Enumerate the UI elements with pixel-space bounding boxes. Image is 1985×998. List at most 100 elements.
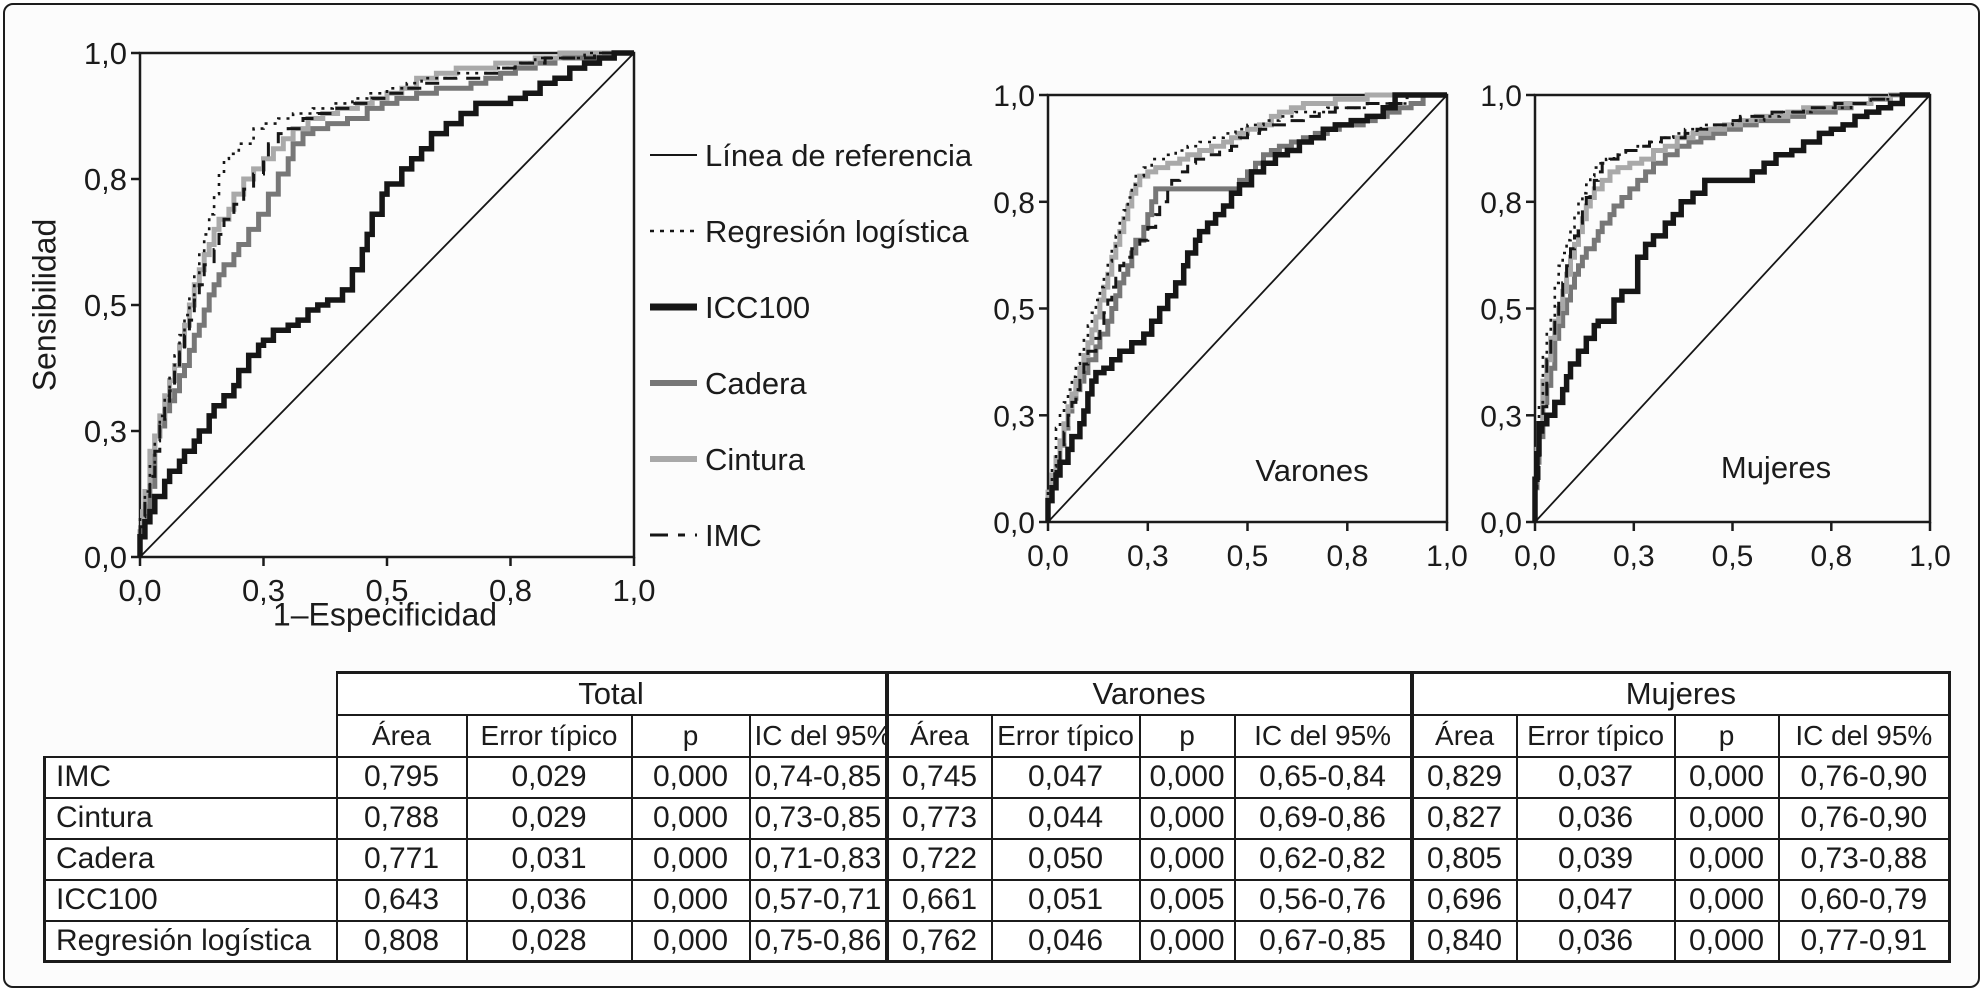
roc-curve-icc100-varones (1045, 92, 1447, 522)
y-axis-label: Sensibilidad (26, 218, 63, 392)
column-header: p (1138, 713, 1236, 758)
table-cell: 0,722 (884, 837, 993, 881)
column-header: IC del 95% (1233, 713, 1413, 758)
table-cell: 0,762 (884, 919, 993, 963)
roc-curve-cadera-total (137, 50, 634, 557)
table-column-header-row: Área Error típico p IC del 95% Área Error típ… (45, 713, 1952, 758)
table-cell: 0,000 (630, 878, 751, 922)
x-tick-label: 0,5 (365, 573, 408, 608)
panel-label-mujeres: Mujeres (1720, 450, 1832, 485)
table-cell: 0,805 (1409, 837, 1518, 881)
column-header: Error típico (465, 713, 633, 758)
roc-curve-cadera-mujeres (1532, 92, 1930, 522)
group-header-total: Total (335, 671, 888, 716)
table-cell: 0,795 (335, 755, 468, 799)
table-cell: 0,76-0,90 (1777, 796, 1952, 840)
table-cell: 0,000 (630, 796, 751, 840)
x-tick-label: 1,0 (1426, 540, 1468, 573)
panel-label-varones: Varones (1255, 453, 1369, 488)
table-cell: 0,028 (465, 919, 633, 963)
table-cell: 0,029 (465, 755, 633, 799)
row-label: IMC (43, 755, 338, 799)
y-tick-label: 0,3 (993, 400, 1035, 433)
table-row: Cintura 0,788 0,029 0,000 0,73-0,85 0,773 0,04… (43, 796, 1952, 840)
table-corner-spacer (45, 715, 337, 757)
x-tick-label: 0,8 (1326, 540, 1368, 573)
x-tick-label: 0,5 (1227, 540, 1269, 573)
column-header: Error típico (990, 713, 1141, 758)
table-cell: 0,036 (1515, 919, 1676, 963)
roc-curve-cintura-mujeres (1532, 92, 1930, 522)
table-cell: 0,031 (465, 837, 633, 881)
table-cell: 0,69-0,86 (1233, 796, 1413, 840)
table-cell: 0,788 (335, 796, 468, 840)
table-cell: 0,000 (1138, 755, 1236, 799)
table-group-header-row: Total Varones Mujeres (45, 671, 1952, 716)
table-cell: 0,000 (1138, 837, 1236, 881)
table-cell: 0,745 (884, 755, 993, 799)
table-cell: 0,000 (630, 837, 751, 881)
x-tick-label: 1,0 (612, 573, 655, 608)
table-cell: 0,840 (1409, 919, 1518, 963)
table-cell: 0,000 (1673, 796, 1780, 840)
table-row: Cadera 0,771 0,031 0,000 0,71-0,83 0,722 0,050… (43, 837, 1952, 881)
y-tick-label: 0,5 (993, 294, 1035, 327)
results-table: Total Varones Mujeres Área Error típico p IC d… (43, 671, 1952, 963)
column-header: p (1673, 713, 1780, 758)
table-cell: 0,036 (1515, 796, 1676, 840)
table-cell: 0,037 (1515, 755, 1676, 799)
figure-frame: 0,0 0,0 0,3 0,3 0,5 0,5 0,8 0,8 1,0 1,0 0,0 0,0 0,3 0… (3, 3, 1980, 988)
table-row: ICC100 0,643 0,036 0,000 0,57-0,71 0,661 0,051… (43, 878, 1952, 922)
column-header: IC del 95% (748, 713, 888, 758)
table-cell: 0,047 (990, 755, 1141, 799)
table-cell: 0,643 (335, 878, 468, 922)
y-tick-label: 0,5 (1480, 294, 1522, 327)
x-tick-label: 0,3 (1127, 540, 1169, 573)
table-cell: 0,57-0,71 (748, 878, 888, 922)
table-cell: 0,73-0,88 (1777, 837, 1952, 881)
column-header: Error típico (1515, 713, 1676, 758)
y-tick-label: 1,0 (1480, 80, 1522, 113)
table-cell: 0,000 (1138, 796, 1236, 840)
legend-label-imc: IMC (705, 518, 762, 553)
table-cell: 0,771 (335, 837, 468, 881)
roc-curve-icc100-mujeres (1532, 92, 1930, 522)
y-tick-label: 1,0 (993, 80, 1035, 113)
table-cell: 0,044 (990, 796, 1141, 840)
roc-curve-imc-varones (1046, 93, 1447, 522)
table-row: IMC 0,795 0,029 0,000 0,74-0,85 0,745 0,047 0,0… (43, 755, 1952, 799)
table-cell: 0,000 (1673, 837, 1780, 881)
table-cell: 0,050 (990, 837, 1141, 881)
table-cell: 0,65-0,84 (1233, 755, 1413, 799)
roc-curve-icc100-total (137, 50, 634, 557)
x-tick-label: 0,3 (242, 573, 285, 608)
x-tick-label: 0,0 (1514, 540, 1556, 573)
column-header: p (630, 713, 751, 758)
y-tick-label: 0,3 (84, 414, 127, 449)
table-cell: 0,77-0,91 (1777, 919, 1952, 963)
table-cell: 0,67-0,85 (1233, 919, 1413, 963)
table-cell: 0,005 (1138, 878, 1236, 922)
roc-curve-reference-total (139, 52, 635, 558)
roc-curve-regresion-total (138, 51, 634, 557)
table-cell: 0,029 (465, 796, 633, 840)
row-label: Regresión logística (43, 919, 338, 963)
legend-label-icc100: ICC100 (705, 290, 810, 325)
y-tick-label: 0,0 (84, 540, 127, 575)
table-cell: 0,71-0,83 (748, 837, 888, 881)
y-tick-label: 0,5 (84, 288, 127, 323)
table-cell: 0,75-0,86 (748, 919, 888, 963)
table-cell: 0,827 (1409, 796, 1518, 840)
table-cell: 0,56-0,76 (1233, 878, 1413, 922)
x-tick-label: 0,3 (1613, 540, 1655, 573)
y-tick-label: 0,3 (1480, 400, 1522, 433)
legend-label-cintura: Cintura (705, 442, 806, 477)
table-cell: 0,773 (884, 796, 993, 840)
x-tick-label: 0,5 (1712, 540, 1754, 573)
row-label: ICC100 (43, 878, 338, 922)
roc-curve-reference-varones (1047, 94, 1448, 523)
x-tick-label: 0,8 (489, 573, 532, 608)
table-cell: 0,039 (1515, 837, 1676, 881)
roc-curve-imc-total (138, 51, 634, 557)
group-header-varones: Varones (884, 671, 1413, 716)
